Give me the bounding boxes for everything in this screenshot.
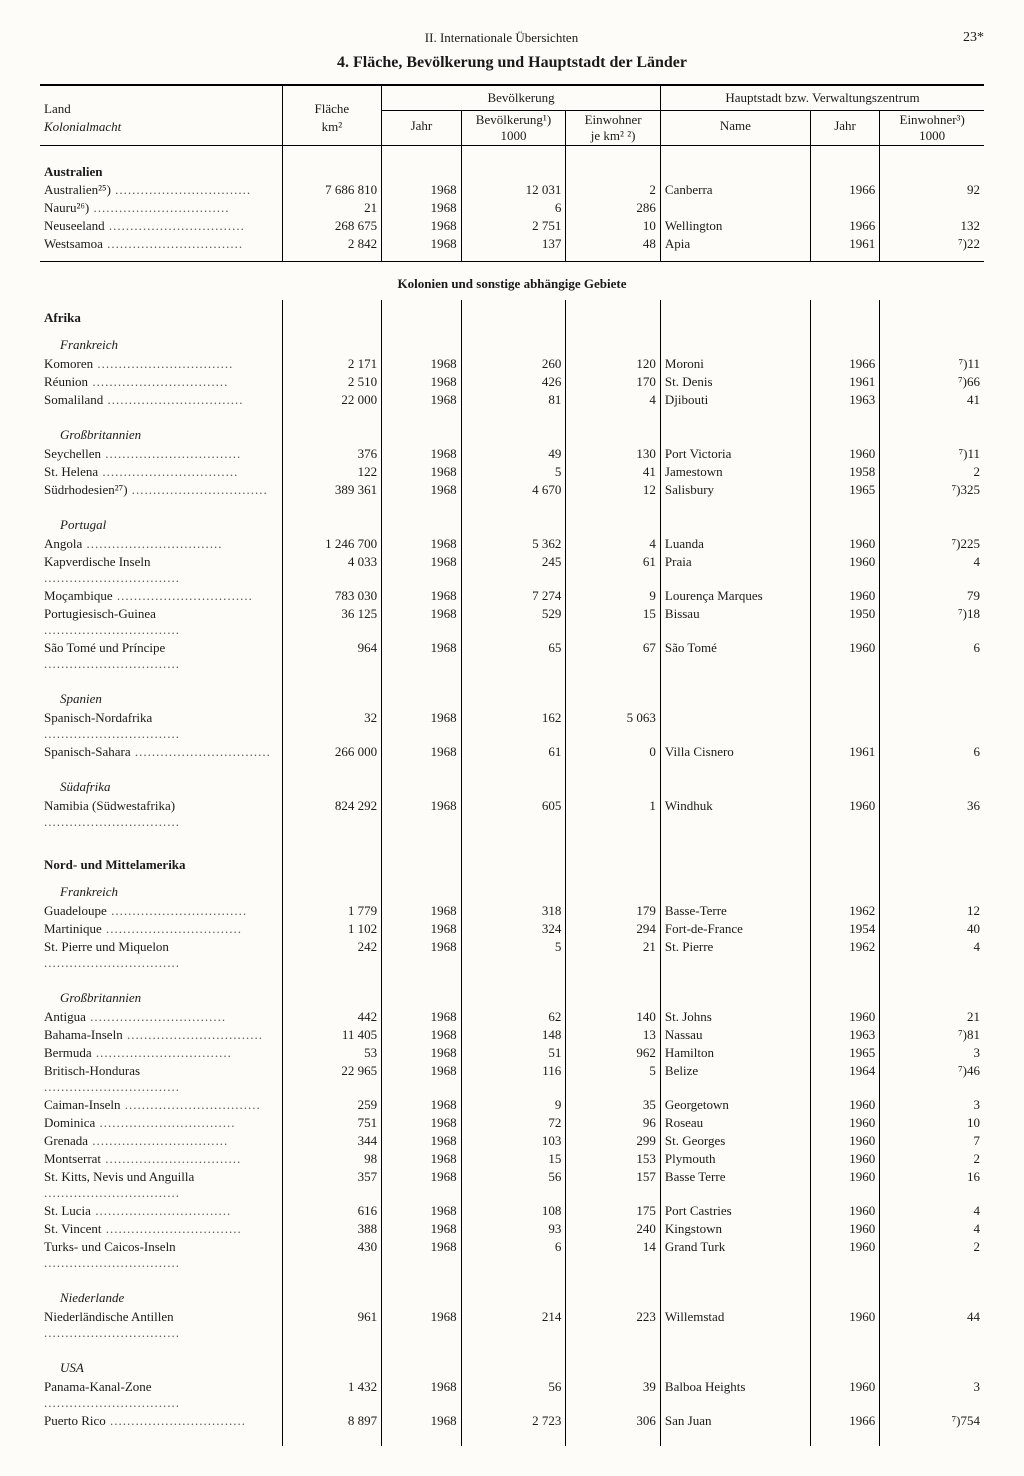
table-row: St. Kitts, Nevis und Anguilla35719685615… bbox=[40, 1168, 984, 1202]
table-row: Südrhodesien²⁷)389 36119684 67012Salisbu… bbox=[40, 481, 984, 499]
table-row: Spanisch-Nordafrika3219681625 063 bbox=[40, 709, 984, 743]
th-capital: Hauptstadt bzw. Verwaltungszentrum bbox=[660, 85, 984, 111]
region-label: Nord- und Mittelamerika bbox=[40, 847, 282, 874]
table-row: Nauru²⁶)2119686286 bbox=[40, 199, 984, 217]
page-number: 23* bbox=[963, 30, 984, 46]
th-inhab: Einwohner³) bbox=[884, 112, 980, 128]
th-land-sub: Kolonialmacht bbox=[44, 119, 278, 135]
table-row: Spanisch-Sahara266 0001968610Villa Cisne… bbox=[40, 743, 984, 761]
th-land: Land bbox=[44, 87, 278, 119]
table-row: Grenada3441968103299St. Georges19607 bbox=[40, 1132, 984, 1150]
table-row: Antigua442196862140St. Johns196021 bbox=[40, 1008, 984, 1026]
table-row: St. Lucia6161968108175Port Castries19604 bbox=[40, 1202, 984, 1220]
table-row: São Tomé und Príncipe96419686567São Tomé… bbox=[40, 639, 984, 673]
table-row: Niederländische Antillen9611968214223Wil… bbox=[40, 1308, 984, 1342]
region-label: Australien bbox=[40, 154, 282, 181]
table-row: Puerto Rico8 89719682 723306San Juan1966… bbox=[40, 1412, 984, 1430]
th-pop1000-unit: 1000 bbox=[466, 128, 562, 144]
th-density-unit: je km² ²) bbox=[570, 128, 656, 144]
colonial-power: USA bbox=[40, 1350, 282, 1378]
region-label: Afrika bbox=[40, 300, 282, 327]
th-inhab-unit: 1000 bbox=[884, 128, 980, 144]
table-row: Neuseeland268 67519682 75110Wellington19… bbox=[40, 217, 984, 235]
page-header: II. Internationale Übersichten 23* bbox=[40, 30, 984, 46]
table-row: Britisch-Honduras22 96519681165Belize196… bbox=[40, 1062, 984, 1096]
th-year: Jahr bbox=[386, 112, 457, 136]
th-year2: Jahr bbox=[815, 112, 875, 136]
th-pop: Bevölkerung bbox=[382, 85, 661, 111]
table-row: Caiman-Inseln2591968935Georgetown19603 bbox=[40, 1096, 984, 1114]
table-row: Portugiesisch-Guinea36 125196852915Bissa… bbox=[40, 605, 984, 639]
th-density: Einwohner bbox=[570, 112, 656, 128]
colonial-power: Großbritannien bbox=[40, 980, 282, 1008]
table-body: AustralienAustralien²⁵)7 686 810196812 0… bbox=[40, 146, 984, 1446]
table-row: Australien²⁵)7 686 810196812 0312Canberr… bbox=[40, 181, 984, 199]
table-row: Angola1 246 70019685 3624Luanda1960⁷)225 bbox=[40, 535, 984, 553]
table-row: Montserrat98196815153Plymouth19602 bbox=[40, 1150, 984, 1168]
th-area-unit: km² bbox=[287, 119, 378, 135]
colonial-power: Niederlande bbox=[40, 1280, 282, 1308]
table-row: Namibia (Südwestafrika)824 29219686051Wi… bbox=[40, 797, 984, 831]
table-row: Guadeloupe1 7791968318179Basse-Terre1962… bbox=[40, 902, 984, 920]
table-row: Seychellen376196849130Port Victoria1960⁷… bbox=[40, 445, 984, 463]
table-row: St. Helena1221968541Jamestown19582 bbox=[40, 463, 984, 481]
table-row: Bermuda53196851962Hamilton19653 bbox=[40, 1044, 984, 1062]
colonial-power: Frankreich bbox=[40, 327, 282, 355]
table-row: Dominica75119687296Roseau196010 bbox=[40, 1114, 984, 1132]
colonial-power: Großbritannien bbox=[40, 417, 282, 445]
table-row: Bahama-Inseln11 405196814813Nassau1963⁷)… bbox=[40, 1026, 984, 1044]
table-row: Panama-Kanal-Zone1 43219685639Balboa Hei… bbox=[40, 1378, 984, 1412]
table-row: Moçambique783 03019687 2749Lourença Marq… bbox=[40, 587, 984, 605]
table-row: St. Pierre und Miquelon2421968521St. Pie… bbox=[40, 938, 984, 972]
table-head: Land Kolonialmacht Fläche km² Bevölkerun… bbox=[40, 85, 984, 146]
main-table: Land Kolonialmacht Fläche km² Bevölkerun… bbox=[40, 84, 984, 1446]
th-area: Fläche bbox=[287, 87, 378, 119]
colonial-power: Südafrika bbox=[40, 769, 282, 797]
section-title: Kolonien und sonstige abhängige Gebiete bbox=[40, 262, 984, 300]
colonial-power: Spanien bbox=[40, 681, 282, 709]
table-row: Martinique1 1021968324294Fort-de-France1… bbox=[40, 920, 984, 938]
table-row: Komoren2 1711968260120Moroni1966⁷)11 bbox=[40, 355, 984, 373]
th-name: Name bbox=[665, 112, 806, 136]
colonial-power: Portugal bbox=[40, 507, 282, 535]
table-row: Somaliland22 0001968814Djibouti196341 bbox=[40, 391, 984, 409]
table-row: Kapverdische Inseln4 033196824561Praia19… bbox=[40, 553, 984, 587]
colonial-power: Frankreich bbox=[40, 874, 282, 902]
table-row: Westsamoa2 842196813748Apia1961⁷)22 bbox=[40, 235, 984, 253]
table-row: St. Vincent388196893240Kingstown19604 bbox=[40, 1220, 984, 1238]
page-title: 4. Fläche, Bevölkerung und Hauptstadt de… bbox=[40, 54, 984, 72]
table-row: Réunion2 5101968426170St. Denis1961⁷)66 bbox=[40, 373, 984, 391]
th-pop1000: Bevölkerung¹) bbox=[466, 112, 562, 128]
section-label: II. Internationale Übersichten bbox=[40, 30, 963, 46]
table-row: Turks- und Caicos-Inseln4301968614Grand … bbox=[40, 1238, 984, 1272]
